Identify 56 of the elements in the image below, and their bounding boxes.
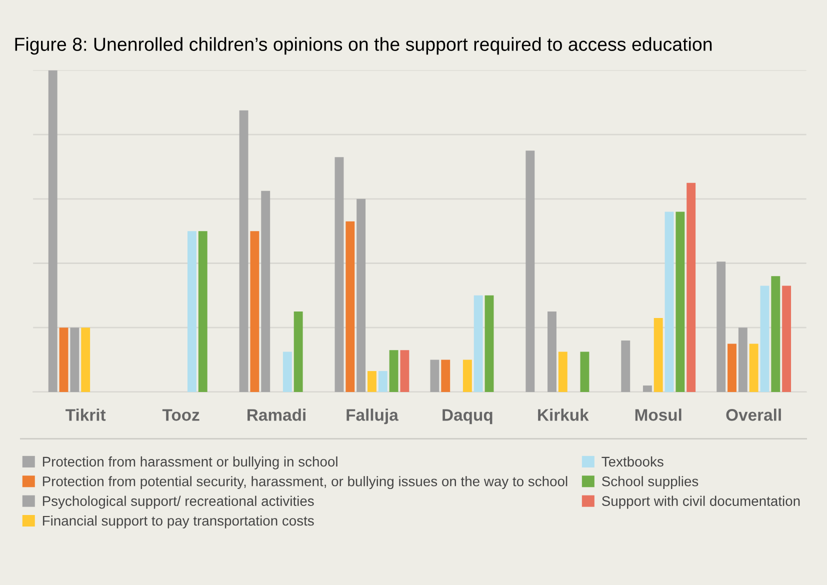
bar (239, 110, 248, 392)
bar (400, 350, 410, 392)
x-tick-label: Kirkuk (538, 408, 589, 421)
bar (430, 360, 440, 392)
bar (294, 312, 303, 392)
legend-label: Support with civil documentation (602, 496, 800, 509)
bar (356, 198, 366, 392)
bar (346, 221, 355, 392)
bar (282, 352, 292, 392)
x-tick-label: Falluja (346, 408, 398, 424)
bar (728, 344, 736, 392)
bar (749, 344, 758, 392)
legend-label: School supplies (602, 476, 698, 490)
bar (654, 318, 663, 392)
bar (642, 386, 652, 392)
bar (474, 295, 483, 392)
bar (484, 295, 494, 392)
legend-label: Protection from harassment or bullying in school (42, 456, 338, 470)
bar (548, 312, 556, 392)
legend-label: Psychological support/ recreational activities (42, 496, 314, 509)
legend-label: Textbooks (602, 456, 664, 467)
bar (664, 212, 674, 392)
bar (686, 182, 696, 392)
bar (334, 157, 344, 392)
legend-label: Protection from potential security, harassment, or bullying issues on the way to school (42, 476, 568, 490)
bar (378, 371, 388, 392)
x-tick-label: Tikrit (66, 408, 106, 421)
bar (389, 350, 398, 392)
bar (198, 231, 208, 392)
bar (441, 360, 450, 392)
bar (771, 276, 780, 392)
x-tick-label: Tooz (162, 409, 200, 421)
bar (580, 352, 590, 392)
x-tick-label: Mosul (635, 408, 682, 421)
bar (59, 328, 68, 392)
bar (48, 70, 58, 392)
x-tick-label: Daquq (442, 409, 492, 424)
bar (70, 328, 80, 392)
bar (716, 262, 726, 392)
x-tick-label: Ramadi (248, 408, 306, 421)
bar (558, 352, 568, 392)
x-tick-label: Overall (726, 408, 781, 421)
bar (738, 328, 748, 392)
bar (760, 286, 770, 392)
bar (782, 286, 792, 392)
bar (621, 340, 630, 392)
bar (250, 231, 260, 392)
chart-title: Figure 8: Unenrolled children’s opinions on the support required to access education (15, 37, 712, 55)
bar (462, 360, 472, 392)
bar (526, 150, 535, 392)
legend-label: Financial support to pay transportation costs (42, 515, 314, 528)
bar (261, 190, 270, 392)
bar (187, 231, 196, 392)
bar (368, 371, 376, 392)
bar (81, 328, 90, 392)
bar (676, 212, 685, 392)
